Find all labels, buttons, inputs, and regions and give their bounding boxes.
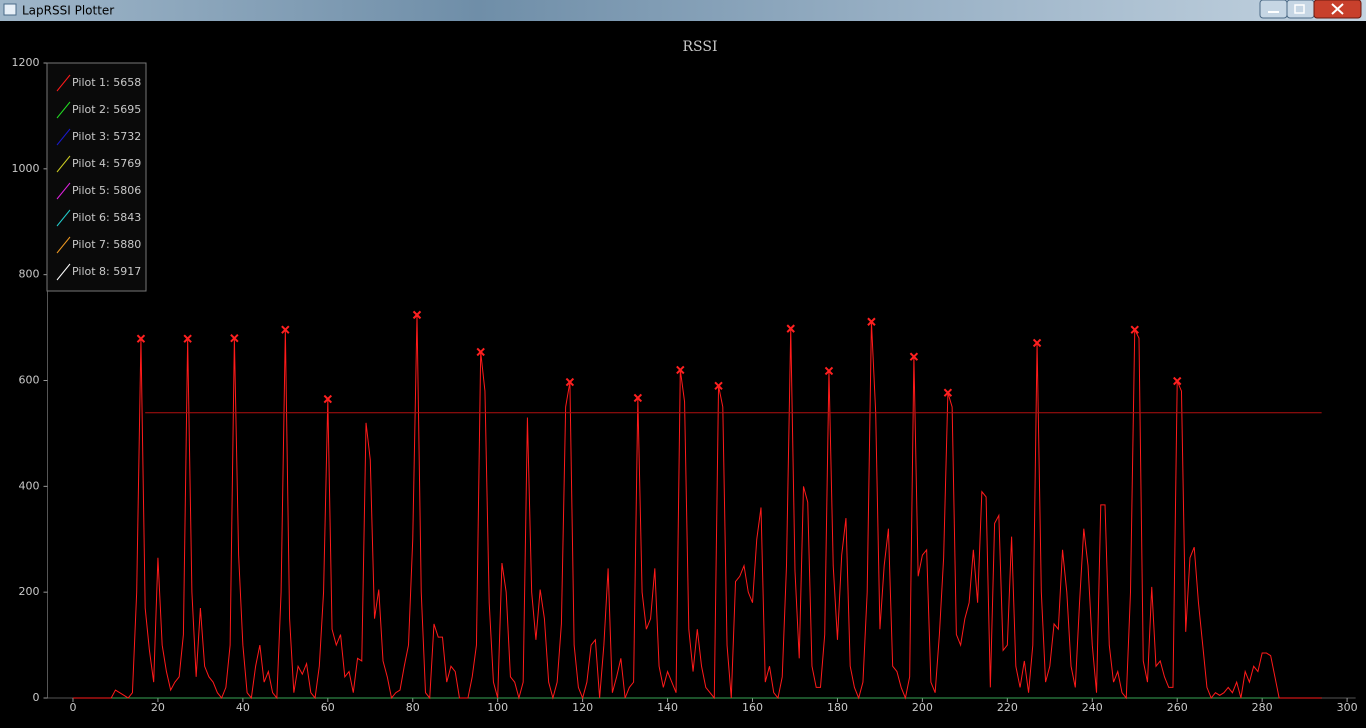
minimize-button[interactable] (1259, 0, 1288, 19)
peak-marker (565, 377, 575, 387)
restore-button[interactable] (1286, 0, 1315, 19)
peak-marker (1032, 338, 1042, 348)
legend-swatch (56, 101, 71, 119)
peak-marker (183, 334, 192, 343)
peak-marker (633, 393, 643, 403)
peak-marker (943, 388, 953, 397)
legend: Pilot 1: 5658 Pilot 2: 5695 Pilot 3: 5732 P… (46, 62, 147, 292)
legend-label: Pilot 6: 5843 (72, 211, 141, 224)
window-title: LapRSSI Plotter (22, 4, 114, 18)
title-bar (0, 0, 1366, 21)
legend-label: Pilot 1: 5658 (72, 76, 141, 89)
x-tick-label: 200 (912, 701, 933, 714)
window-controls (1259, 0, 1362, 19)
app-icon (3, 3, 17, 16)
series-line (72, 314, 1322, 700)
legend-swatch (56, 128, 71, 146)
peak-marker (136, 334, 146, 343)
legend-label: Pilot 7: 5880 (72, 238, 141, 251)
peak-marker (412, 310, 422, 320)
peak-marker (476, 347, 485, 357)
restore-icon (1294, 4, 1305, 14)
y-tick-label: 600 (19, 374, 40, 387)
peak-marker (230, 333, 239, 343)
x-tick-label: 180 (827, 701, 848, 714)
peak-marker (714, 381, 723, 390)
close-icon (1331, 3, 1344, 15)
x-tick-label: 20 (151, 701, 165, 714)
legend-label: Pilot 5: 5806 (72, 184, 141, 197)
peak-marker (824, 366, 834, 376)
y-tick-label: 1200 (12, 56, 40, 69)
chart-title: RSSI (682, 39, 717, 55)
y-tick-label: 200 (19, 585, 40, 598)
x-tick-label: 280 (1252, 701, 1273, 714)
x-tick-label: 220 (997, 701, 1018, 714)
legend-label: Pilot 2: 5695 (72, 103, 141, 116)
peak-marker (676, 365, 685, 375)
legend-box (46, 62, 147, 292)
legend-label: Pilot 4: 5769 (72, 157, 141, 170)
peak-marker (281, 325, 290, 334)
x-tick-label: 120 (572, 701, 593, 714)
legend-swatch (56, 209, 71, 227)
legend-swatch (56, 236, 71, 254)
x-tick-label: 40 (236, 701, 250, 714)
x-tick-label: 0 (69, 701, 76, 714)
plot-area: 0 20 40 60 80 100 120 140 160 180 200 220 240 260 280 3… (12, 56, 1358, 714)
peak-marker (1173, 376, 1182, 386)
legend-label: Pilot 8: 5917 (72, 265, 141, 278)
x-tick-label: 240 (1082, 701, 1103, 714)
legend-swatch (56, 155, 71, 173)
x-tick-label: 260 (1167, 701, 1188, 714)
y-tick-label: 400 (19, 479, 40, 492)
plot-background (0, 21, 1366, 728)
x-tick-label: 60 (321, 701, 335, 714)
peak-marker (909, 352, 919, 361)
y-tick-label: 0 (33, 691, 40, 704)
legend-swatch (56, 263, 71, 281)
x-tick-label: 80 (406, 701, 420, 714)
x-tick-label: 300 (1337, 701, 1358, 714)
peak-marker (867, 317, 876, 326)
legend-swatch (56, 74, 71, 92)
peak-marker (1130, 325, 1139, 334)
x-tick-label: 100 (487, 701, 508, 714)
peak-marker (786, 324, 795, 333)
x-tick-label: 160 (742, 701, 763, 714)
legend-label: Pilot 3: 5732 (72, 130, 141, 143)
x-tick-label: 140 (657, 701, 678, 714)
y-tick-label: 1000 (12, 162, 40, 175)
peak-marker (323, 394, 333, 404)
y-tick-label: 800 (19, 268, 40, 281)
legend-swatch (56, 182, 71, 200)
